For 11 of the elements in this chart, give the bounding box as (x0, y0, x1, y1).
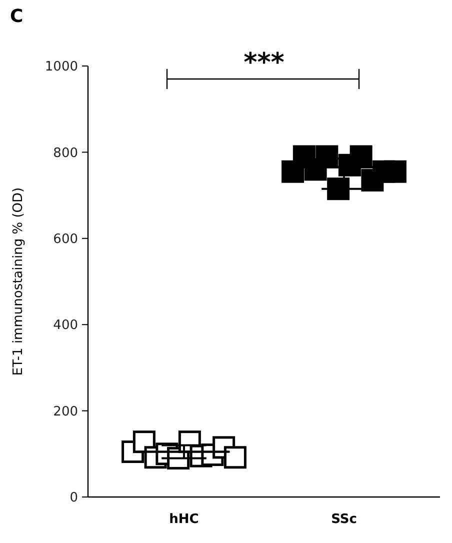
y-axis-title: ET-1 immunostaining % (OD) (11, 187, 26, 376)
y-tick-label: 0 (70, 490, 78, 506)
x-tick-label: hHC (169, 512, 199, 527)
annotation: *** (244, 48, 285, 78)
chart-title: C (10, 6, 24, 27)
y-tick-label: 1000 (44, 60, 78, 75)
x-tick-label: SSc (331, 512, 357, 527)
y-tick-label: 400 (53, 318, 78, 334)
y-tick-label: 200 (53, 404, 78, 420)
y-tick-label: 800 (53, 146, 78, 161)
y-tick-label: 600 (53, 232, 78, 247)
